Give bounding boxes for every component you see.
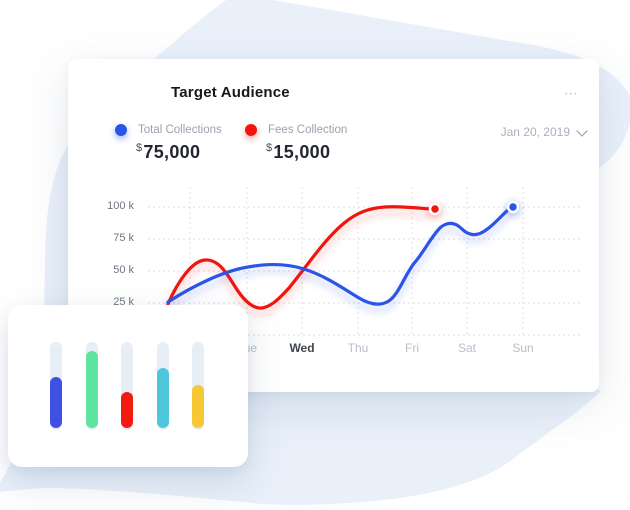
amount-text: 15,000 bbox=[273, 142, 331, 162]
currency-symbol: $ bbox=[136, 142, 143, 154]
x-label-thu: Thu bbox=[347, 341, 369, 355]
more-options-icon[interactable]: ⋯ bbox=[564, 85, 581, 101]
fees-collection-line bbox=[166, 205, 432, 310]
bar-track-1 bbox=[50, 342, 62, 430]
bar-track-4 bbox=[156, 342, 169, 430]
legend-item-total-collections[interactable]: Total Collections $75,000 bbox=[115, 124, 222, 163]
mini-bar-fill-5 bbox=[192, 384, 204, 428]
mini-bar-fill-1 bbox=[50, 376, 62, 428]
y-tick-75k: 75 k bbox=[113, 232, 134, 244]
amount-text: 75,000 bbox=[143, 142, 201, 162]
bar-track-3 bbox=[121, 342, 133, 430]
mini-bar-fill-4 bbox=[156, 368, 169, 428]
legend-label: Total Collections bbox=[138, 124, 222, 136]
total-collections-line bbox=[166, 207, 511, 306]
mini-bars-card bbox=[8, 305, 248, 467]
date-filter-value: Jan 20, 2019 bbox=[500, 125, 570, 139]
bars-row bbox=[50, 342, 204, 430]
fees-collection-endpoint-dot bbox=[428, 202, 442, 216]
bar-track-2 bbox=[85, 342, 98, 430]
bar-track-5 bbox=[192, 342, 204, 430]
y-tick-100k: 100 k bbox=[107, 200, 134, 212]
x-label-fri: Fri bbox=[405, 341, 419, 355]
date-filter-dropdown[interactable]: Jan 20, 2019 bbox=[500, 124, 588, 139]
legend-item-fees-collection[interactable]: Fees Collection $15,000 bbox=[245, 124, 347, 163]
mini-bar-fill-2 bbox=[85, 350, 98, 428]
fees-collection-value: $15,000 bbox=[266, 142, 347, 163]
x-label-sat: Sat bbox=[457, 341, 476, 355]
x-label-wed: Wed bbox=[289, 341, 315, 355]
legend-label: Fees Collection bbox=[268, 124, 348, 136]
fees-collection-dot-icon bbox=[245, 124, 257, 136]
y-tick-50k: 50 k bbox=[113, 264, 134, 276]
total-collections-endpoint-dot bbox=[506, 200, 520, 214]
mini-bar-fill-3 bbox=[121, 391, 133, 428]
total-collections-dot-icon bbox=[115, 124, 127, 136]
page-title: Target Audience bbox=[171, 84, 290, 101]
total-collections-value: $75,000 bbox=[136, 142, 222, 163]
currency-symbol: $ bbox=[266, 142, 273, 154]
x-label-sun: Sun bbox=[512, 341, 534, 355]
